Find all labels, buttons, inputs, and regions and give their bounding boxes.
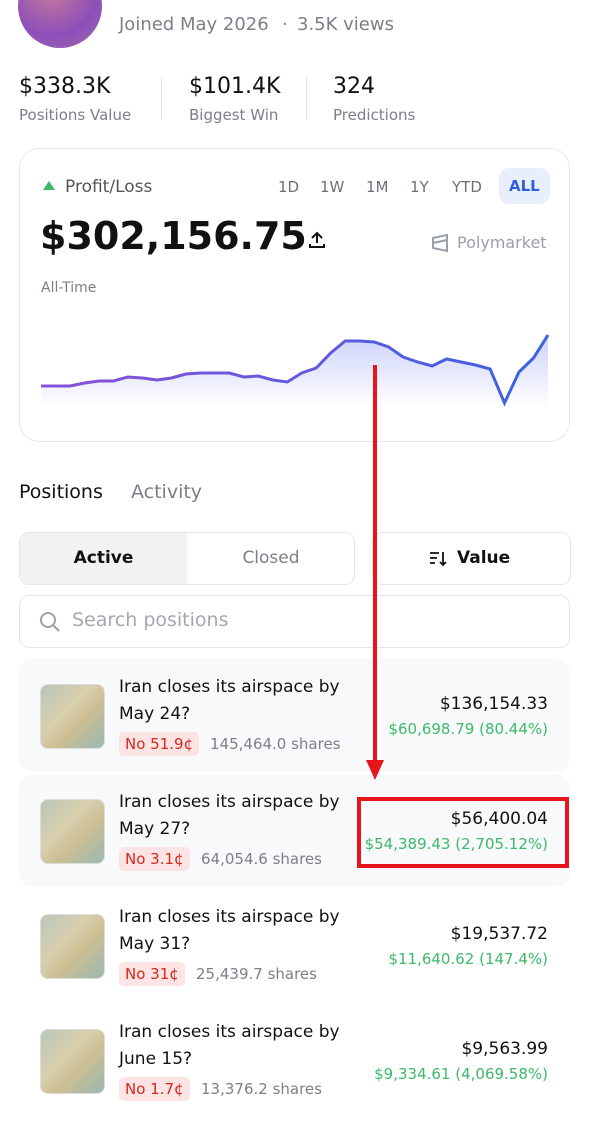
thumbnail [40,1029,105,1094]
range-tab[interactable]: YTD [452,178,482,196]
outcome-badge: No 51.9¢ [119,732,200,756]
brand-logo [432,233,448,253]
position-title: Iran closes its airspace by May 24? [119,677,340,724]
sort-button[interactable]: Value [372,532,571,585]
tab[interactable]: Activity [131,481,203,503]
position-pnl: $9,334.61 (4,069.58%) [374,1065,548,1083]
position-pnl: $54,389.43 (2,705.12%) [364,835,548,853]
shares: 145,464.0 shares [210,735,341,753]
position-row[interactable]: Iran closes its airspace by May 31? No 31… [19,889,570,1002]
position-value: $136,154.33 [439,694,548,714]
thumbnail [40,799,105,864]
filter[interactable]: Closed [242,548,300,568]
pnl-label: Profit/Loss [65,177,153,197]
filter[interactable]: Active [20,533,187,584]
filter-group: Active Closed [19,532,355,585]
outcome-badge: No 3.1¢ [119,847,190,871]
sparkline-area [41,335,548,407]
search-placeholder: Search positions [72,609,229,631]
pnl-value: $302,156.75 [40,214,307,258]
outcome-badge: No 31¢ [119,962,185,986]
views: 3.5K views [297,14,394,35]
range-tab[interactable]: 1D [278,178,300,196]
search-icon [40,612,60,632]
pnl-card [19,148,570,442]
position-pnl: $60,698.79 (80.44%) [388,720,548,738]
sparkline-chart [41,334,550,407]
sparkline [41,334,550,407]
position-title: Iran closes its airspace by June 15? [119,1022,340,1069]
sort-label: Value [457,548,511,568]
position-row[interactable]: Iran closes its airspace by June 15? No 1… [19,1004,570,1117]
outcome-badge: No 1.7¢ [119,1077,190,1101]
range-tab[interactable]: 1M [366,178,389,196]
position-row[interactable]: Iran closes its airspace by May 24? No 51… [19,659,570,772]
range-tab[interactable]: 1W [320,178,345,196]
search-box[interactable]: Search positions [19,595,570,648]
divider [161,76,162,120]
position-title: Iran closes its airspace by May 31? [119,907,340,954]
stat-value: $338.3K [19,74,111,99]
position-title: Iran closes its airspace by May 27? [119,792,340,839]
shares: 25,439.7 shares [196,965,317,983]
tab[interactable]: Positions [19,481,103,503]
stat-label: Positions Value [19,106,132,124]
up-icon [43,181,55,190]
position-row[interactable]: Iran closes its airspace by May 27? No 3.… [19,774,570,887]
highlight-box [357,797,569,868]
stat-value: $101.4K [189,74,281,99]
stat-label: Biggest Win [189,106,279,124]
position-value: $19,537.72 [450,924,548,944]
stat-value: 324 [333,74,375,99]
share-icon[interactable] [307,230,327,250]
brand: Polymarket [457,233,547,252]
dot: · [282,14,288,35]
period: All-Time [41,280,97,296]
position-value: $56,400.04 [450,809,548,829]
range-tab[interactable]: 1Y [410,178,429,196]
range-tab[interactable]: ALL [499,168,550,204]
thumbnail [40,684,105,749]
thumbnail [40,914,105,979]
stat-label: Predictions [333,106,416,124]
shares: 64,054.6 shares [201,850,322,868]
position-pnl: $11,640.62 (147.4%) [388,950,548,968]
shares: 13,376.2 shares [201,1080,322,1098]
sort-icon [430,552,447,567]
position-value: $9,563.99 [461,1039,548,1059]
joined: Joined May 2026 [119,14,269,35]
arrow-head [366,760,384,780]
divider [306,76,307,120]
